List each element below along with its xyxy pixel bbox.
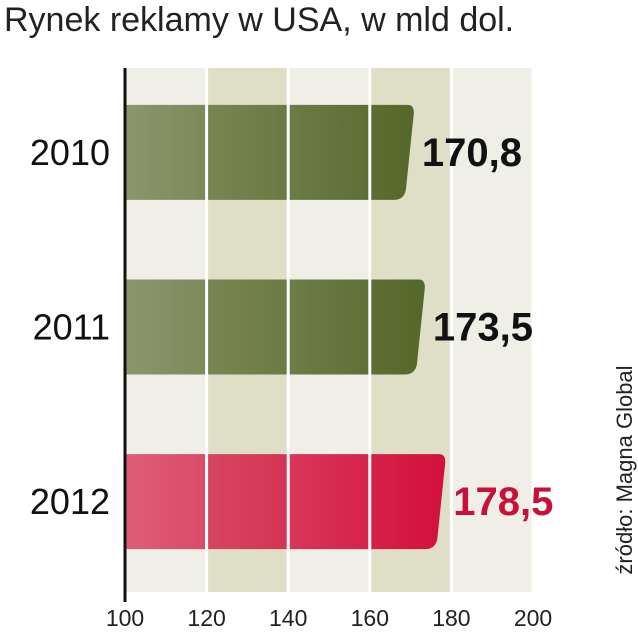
category-label: 2010 xyxy=(30,132,110,173)
x-tick-label: 180 xyxy=(432,605,470,631)
bar xyxy=(125,454,446,550)
bars xyxy=(125,104,446,550)
x-tick-label: 200 xyxy=(514,605,552,631)
grid xyxy=(205,68,535,592)
category-label: 2012 xyxy=(30,481,110,522)
x-tick-label: 120 xyxy=(187,605,225,631)
chart-title: Rynek reklamy w USA, w mld dol. xyxy=(4,1,514,39)
bar xyxy=(125,279,425,375)
x-tick-label: 160 xyxy=(351,605,389,631)
category-label: 2011 xyxy=(33,307,110,348)
plot-band xyxy=(451,68,533,592)
value-label: 170,8 xyxy=(422,131,522,175)
x-tick-label: 100 xyxy=(106,605,144,631)
value-label: 178,5 xyxy=(453,480,553,524)
bar xyxy=(125,104,414,200)
value-label: 173,5 xyxy=(433,306,533,350)
source-note: źródło: Magna Global xyxy=(612,365,637,574)
x-tick-label: 140 xyxy=(269,605,307,631)
